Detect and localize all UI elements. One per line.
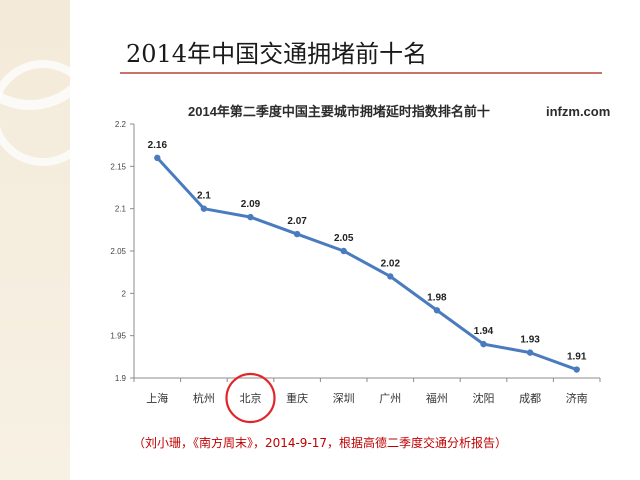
y-tick-label: 2.05 [110, 247, 126, 256]
data-point [480, 340, 487, 348]
data-label: 2.09 [241, 199, 261, 210]
y-tick-label: 1.9 [115, 374, 127, 383]
line-chart: 2014年第二季度中国主要城市拥堵延时指数排名前十 infzm.com 1.91… [110, 104, 610, 424]
title-divider [120, 72, 602, 74]
data-label: 2.05 [334, 233, 354, 244]
source-caption: （刘小珊，《南方周末》，2014-9-17，根据高德二季度交通分析报告） [132, 436, 508, 450]
x-tick-label: 杭州 [193, 391, 215, 405]
x-tick-label: 福州 [426, 391, 448, 405]
y-tick-label: 2.15 [110, 162, 126, 171]
x-tick-label: 北京 [240, 391, 262, 405]
data-label: 1.94 [474, 326, 494, 337]
data-point [433, 307, 441, 314]
x-tick-label: 广州 [379, 392, 401, 405]
decorative-side-band [0, 0, 70, 480]
y-tick-label: 2 [122, 289, 127, 298]
decorative-ring [0, 60, 70, 166]
data-point [247, 213, 254, 221]
data-point [200, 205, 208, 212]
data-point [154, 154, 161, 162]
data-label: 1.98 [427, 292, 447, 303]
data-point [573, 366, 580, 373]
y-tick-label: 1.95 [110, 332, 126, 341]
x-tick-label: 沈阳 [473, 391, 495, 405]
chart-container: 2014年第二季度中国主要城市拥堵延时指数排名前十 infzm.com 1.9 1… [110, 94, 620, 424]
data-point [293, 230, 301, 238]
data-label: 2.1 [197, 191, 211, 202]
y-tick-label: 2.1 [115, 205, 127, 214]
data-label: 2.16 [148, 140, 168, 151]
y-tick-label: 2.2 [115, 120, 127, 129]
chart-axes: 1.9 1.95 2 2.05 2.1 2.15 2.2 上海 杭州 北京 重庆 深圳 广州 福州 沈阳 成都… [110, 120, 601, 424]
data-label: 1.93 [520, 335, 540, 346]
data-label: 2.02 [381, 258, 401, 269]
chart-data-labels: 2.16 2.1 2.09 2.07 2.05 2.02 1.98 1.94 1.93 1.91 [148, 140, 587, 363]
x-tick-label: 深圳 [333, 392, 355, 405]
series-line [155, 156, 579, 372]
highlight-circle [225, 372, 276, 424]
data-point [526, 349, 534, 356]
x-tick-label: 成都 [519, 392, 541, 405]
chart-watermark: infzm.com [546, 104, 610, 119]
x-tick-label: 上海 [146, 391, 168, 405]
x-tick-label: 济南 [566, 391, 588, 405]
data-label: 1.91 [567, 352, 587, 363]
chart-title: 2014年第二季度中国主要城市拥堵延时指数排名前十 [188, 104, 490, 119]
data-point [340, 247, 347, 255]
chart-series [154, 154, 580, 373]
data-point [387, 273, 394, 280]
slide-title: 2014年中国交通拥堵前十名 [126, 40, 428, 68]
x-tick-label: 重庆 [286, 391, 308, 405]
data-label: 2.07 [287, 216, 307, 227]
